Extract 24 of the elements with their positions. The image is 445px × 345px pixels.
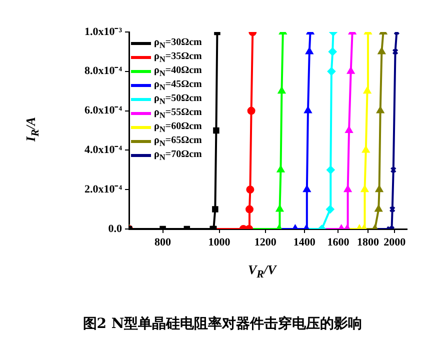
x-tick-label: 1400 — [293, 236, 316, 248]
y-tick-label: 0.0 — [108, 222, 122, 235]
legend-label: ρ$_{N}$=55Ωcm — [154, 106, 202, 120]
legend-label: ρ$_{N}$=65Ωcm — [154, 134, 202, 148]
x-tick-label: 1000 — [208, 236, 231, 248]
y-tick-label: 2.0x10⁻⁴ — [84, 183, 123, 196]
text: 图2 N型单晶硅电阻率对器件击穿电压的影响 — [82, 315, 364, 333]
legend-label: ρ$_{N}$=50Ωcm — [154, 92, 202, 106]
legend-label: ρ$_{N}$=70Ωcm — [154, 148, 202, 162]
x-tick-label: 1200 — [254, 236, 277, 248]
x-tick-label: 1600 — [327, 236, 350, 248]
y-tick-label: 6.0x10⁻⁴ — [84, 104, 123, 117]
y-tick-label: 4.0x10⁻⁴ — [84, 144, 123, 156]
legend-label: ρ$_{N}$=40Ωcm — [154, 64, 202, 78]
legend-label: ρ$_{N}$=30Ωcm — [154, 36, 202, 50]
x-axis-title: V$_{R}$/V — [248, 262, 276, 281]
y-tick-label: 1.0x10⁻³ — [84, 26, 123, 38]
x-tick-label: 1800 — [356, 236, 380, 248]
x-tick-label: 800 — [154, 236, 172, 248]
x-tick-label: 2000 — [384, 236, 406, 248]
legend-label: ρ$_{N}$=60Ωcm — [154, 120, 202, 134]
y-tick-label: 8.0x10⁻⁴ — [84, 65, 123, 78]
legend-label: ρ$_{N}$=45Ωcm — [154, 78, 202, 92]
legend-label: ρ$_{N}$=35Ωcm — [154, 50, 202, 64]
